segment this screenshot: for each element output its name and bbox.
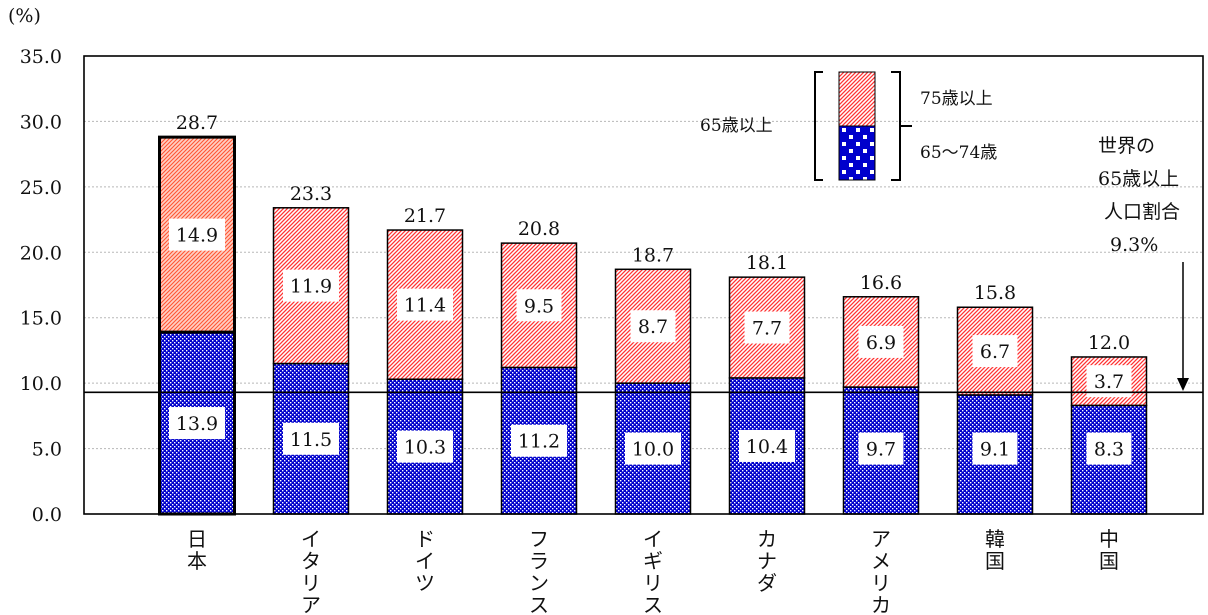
plot-frame — [83, 55, 1204, 515]
bar-total-label: 28.7 — [176, 112, 218, 134]
segment-label-75-plus: 3.7 — [1094, 371, 1124, 393]
segment-label-65-74: 9.7 — [866, 439, 896, 461]
segment-label-65-74-box — [972, 432, 1018, 465]
segment-label-65-74-box — [169, 407, 225, 440]
category-label: 日本 — [187, 527, 207, 573]
segment-label-65-74-box — [739, 429, 795, 462]
legend-lower-label: 65～74歳 — [920, 143, 997, 163]
segment-label-75-plus-box — [744, 311, 790, 344]
legend-upper-label: 75歳以上 — [920, 89, 993, 109]
legend-bracket-right — [891, 71, 901, 181]
category-label: 中国 — [1099, 527, 1119, 573]
y-tick-label: 25.0 — [20, 177, 62, 199]
segment-label-75-plus: 7.7 — [752, 318, 782, 340]
segment-label-65-74: 13.9 — [176, 413, 218, 435]
y-tick-label: 5.0 — [32, 439, 62, 461]
bar-total-label: 18.1 — [746, 252, 788, 274]
annotation-line-4: 9.3% — [1110, 234, 1158, 256]
category-labels: 日本 イタリア ドイツ フランス イギリス カナダ アメリカ 韓国 中国 — [187, 527, 1119, 615]
segment-label-65-74-box — [858, 432, 904, 465]
segment-label-65-74-box — [283, 422, 339, 455]
segment-label-75-plus-box — [397, 288, 453, 321]
segment-label-65-74-box — [1086, 432, 1132, 465]
legend-bracket-label: 65歳以上 — [700, 116, 773, 136]
category-label: フランス — [529, 527, 549, 615]
segment-label-65-74: 10.0 — [632, 439, 674, 461]
segment-label-65-74: 8.3 — [1094, 439, 1124, 461]
segment-label-65-74-box — [397, 430, 453, 463]
legend-swatch-upper — [838, 71, 876, 127]
annotation-line-3: 人口割合 — [1104, 201, 1180, 223]
y-tick-label: 0.0 — [32, 504, 62, 526]
segment-label-75-plus-box — [858, 325, 904, 358]
segment-label-65-74: 11.2 — [518, 431, 560, 453]
category-label: アメリカ — [871, 527, 891, 615]
segment-label-65-74-box — [625, 432, 681, 465]
legend-swatch-lower — [838, 125, 876, 181]
annotation-line-2: 65歳以上 — [1098, 168, 1179, 190]
segment-label-75-plus: 6.7 — [980, 341, 1010, 363]
category-label: イタリア — [301, 527, 321, 615]
segment-label-75-plus: 14.9 — [176, 225, 218, 247]
segment-label-65-74: 11.5 — [290, 429, 332, 451]
bar-total-label: 21.7 — [404, 205, 446, 227]
segment-label-75-plus-box — [283, 269, 339, 302]
segment-label-75-plus: 11.9 — [290, 276, 332, 298]
bar-total-label: 12.0 — [1088, 332, 1130, 354]
y-tick-label: 30.0 — [20, 111, 62, 133]
annotation-line-1: 世界の — [1098, 135, 1155, 157]
y-tick-labels: 0.0 5.0 10.0 15.0 20.0 25.0 30.0 35.0 — [20, 46, 62, 526]
category-label: 韓国 — [985, 527, 1005, 573]
segment-label-75-plus: 9.5 — [524, 295, 554, 317]
annotation-arrow-head — [1177, 378, 1189, 391]
y-tick-label: 10.0 — [20, 373, 62, 395]
segment-label-75-plus: 6.9 — [866, 332, 896, 354]
segment-label-75-plus-box — [972, 335, 1018, 368]
segment-label-65-74-box — [511, 424, 567, 457]
y-axis-unit: (%) — [8, 5, 41, 27]
legend-bracket-left — [814, 71, 823, 181]
bars: 13.9 14.9 28.7 11.5 11.9 23.3 10.3 11.4 21.7 11.2… — [158, 112, 1148, 516]
bar-total-label: 15.8 — [974, 282, 1016, 304]
y-tick-label: 35.0 — [20, 46, 62, 68]
segment-label-75-plus: 8.7 — [638, 316, 668, 338]
segment-label-75-plus-box — [169, 218, 225, 251]
category-label: イギリス — [643, 527, 663, 615]
segment-label-65-74: 10.3 — [404, 437, 446, 459]
category-label: カナダ — [757, 527, 777, 595]
reference-annotation: 世界の 65歳以上 人口割合 9.3% — [1098, 135, 1189, 391]
segment-label-75-plus: 11.4 — [404, 295, 446, 317]
y-tick-label: 20.0 — [20, 242, 62, 264]
bar-total-label: 20.8 — [518, 218, 560, 240]
bar-total-label: 18.7 — [632, 244, 674, 266]
segment-label-65-74: 9.1 — [980, 439, 1010, 461]
bar-total-label: 16.6 — [860, 272, 902, 294]
segment-label-75-plus-box — [516, 289, 562, 322]
y-tick-label: 15.0 — [20, 308, 62, 330]
segment-label-75-plus-box — [630, 310, 676, 343]
bar-total-label: 23.3 — [290, 183, 332, 205]
segment-label-65-74: 10.4 — [746, 436, 788, 458]
legend: 65歳以上 75歳以上 65～74歳 — [700, 71, 997, 181]
category-label: ドイツ — [415, 527, 435, 595]
